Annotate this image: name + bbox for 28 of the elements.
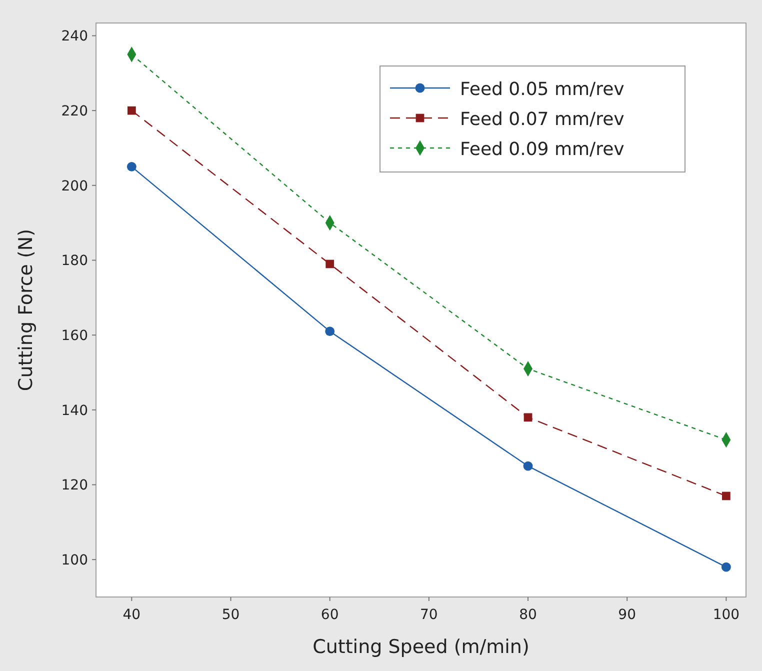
legend-label: Feed 0.09 mm/rev [460,139,625,160]
y-tick-label: 180 [61,253,88,270]
y-tick-label: 160 [61,328,88,344]
legend-label: Feed 0.05 mm/rev [460,79,625,100]
point [326,260,334,268]
legend-label: Feed 0.07 mm/rev [460,109,625,130]
x-tick-label: 40 [122,607,141,623]
x-tick-label: 50 [222,607,240,623]
y-tick-label: 120 [61,478,88,494]
point [721,562,731,572]
x-axis-title: Cutting Speed (m/min) [312,636,530,658]
x-tick-label: 80 [519,607,537,623]
y-tick-label: 220 [61,104,88,120]
x-tick-label: 70 [420,607,438,623]
x-tick-label: 60 [320,607,339,623]
x-tick-label: 90 [618,607,636,623]
y-tick-label: 100 [61,552,88,569]
point [127,106,136,115]
x-tick-label: 100 [712,607,740,623]
y-tick-label: 200 [61,178,88,194]
point [524,413,532,422]
y-axis-title: Cutting Force (N) [15,228,37,392]
point [523,461,533,471]
y-tick-label: 240 [61,28,88,45]
point [722,492,730,500]
point [325,326,335,336]
point [126,162,136,172]
y-tick-label: 140 [61,402,88,419]
